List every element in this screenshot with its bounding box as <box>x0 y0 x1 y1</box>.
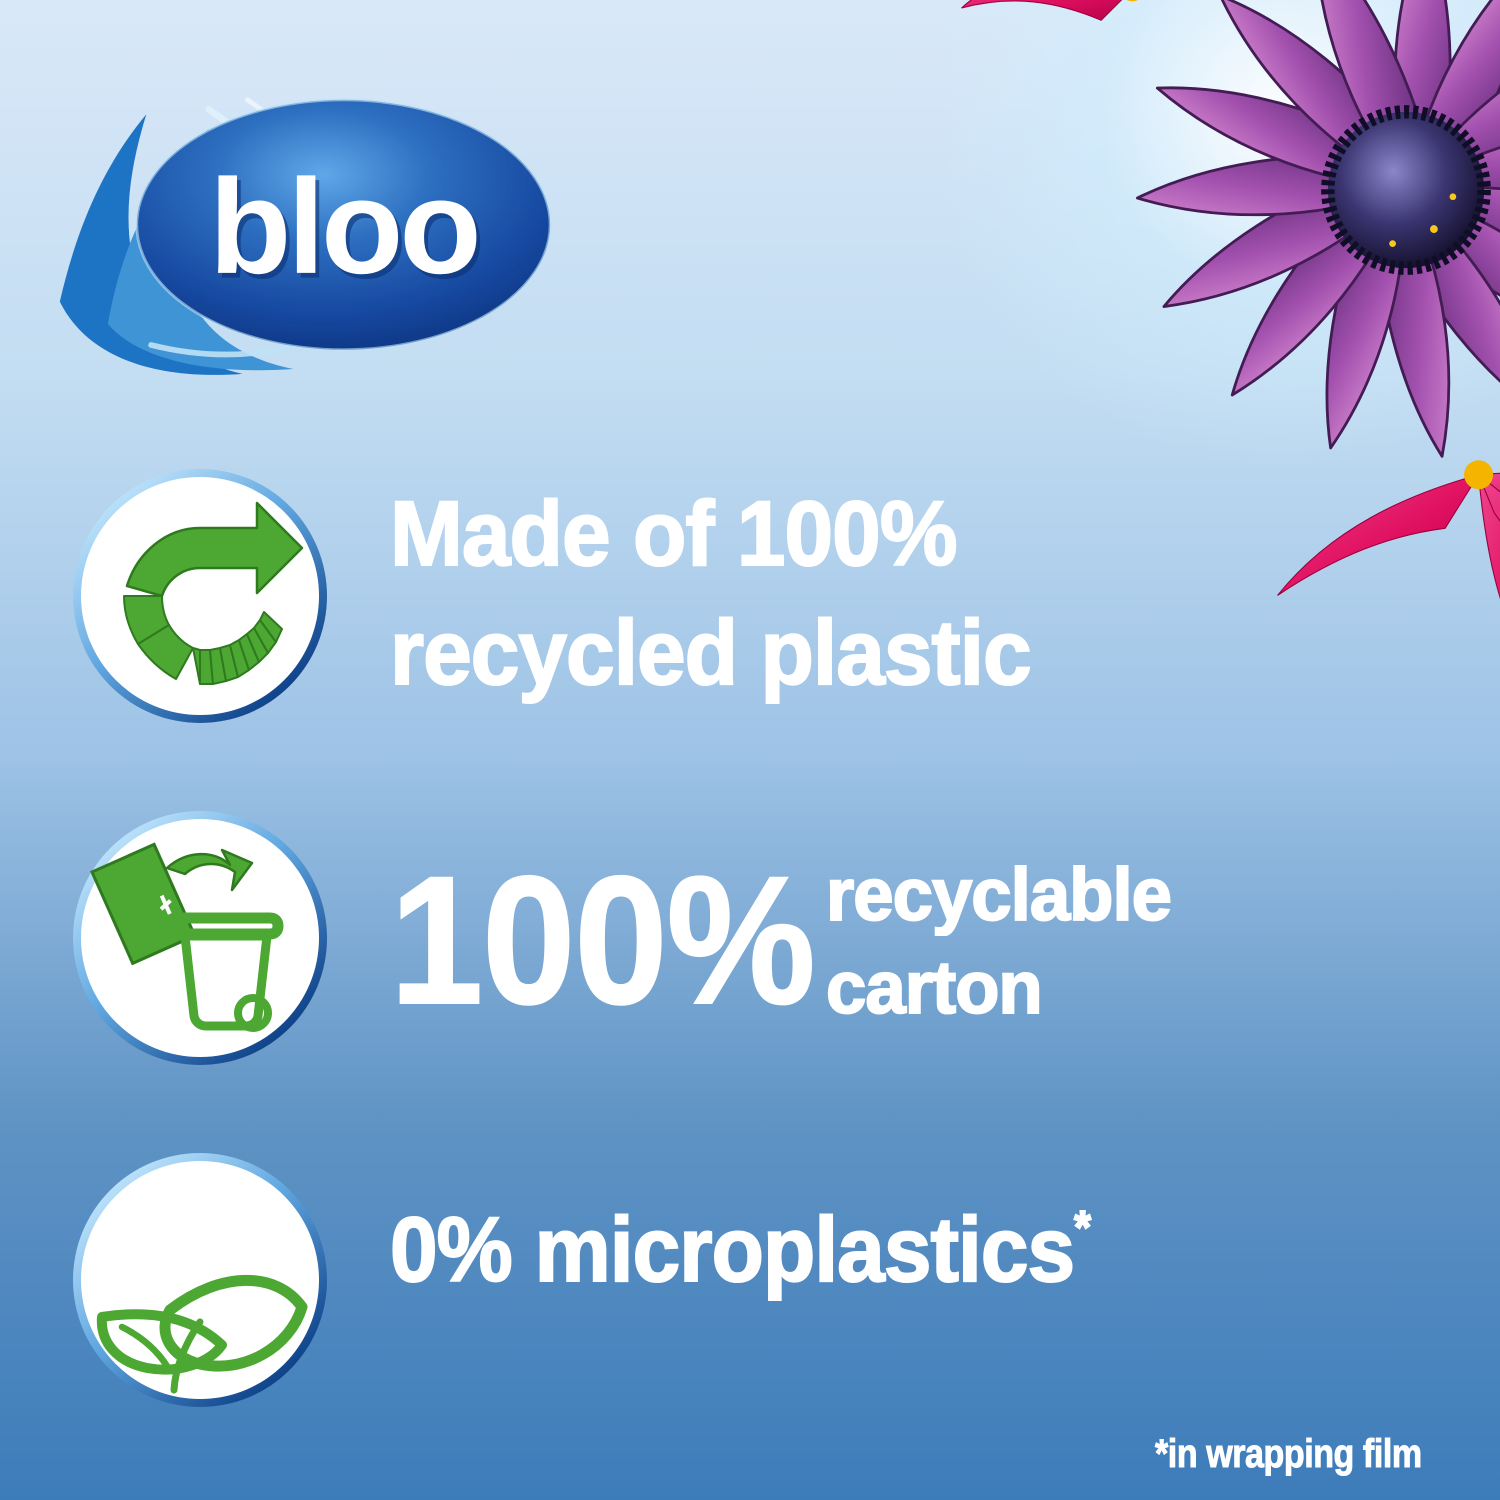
svg-text:bloo: bloo <box>209 151 478 302</box>
